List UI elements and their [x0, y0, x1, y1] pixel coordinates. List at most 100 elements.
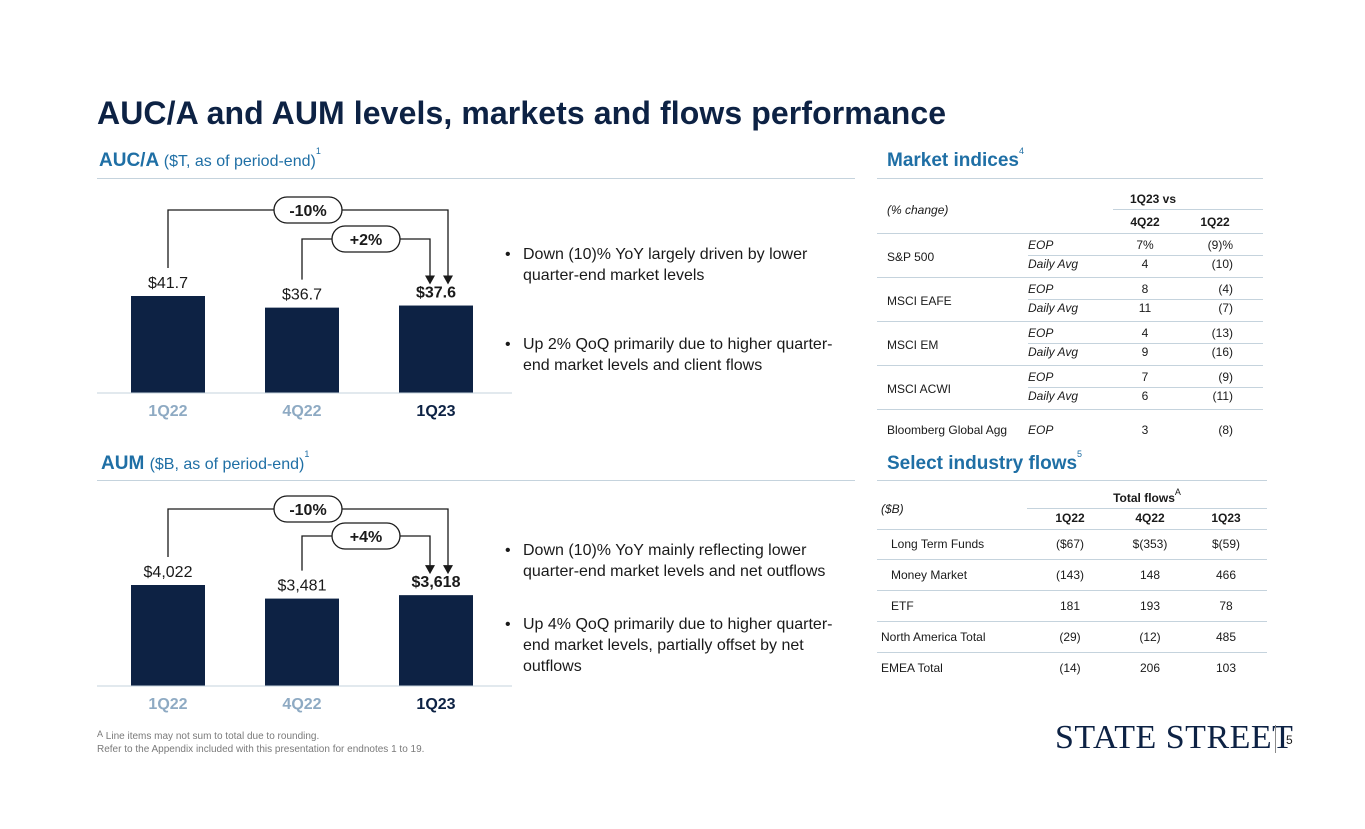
if-val-0-0: ($67) — [1055, 537, 1084, 551]
aum-bar-chart: $4,022 1Q22 $3,481 4Q22 $3,618 1Q23 -10% +4% — [97, 495, 512, 713]
auca-bullet-2: • Up 2% QoQ primarily due to higher quart… — [505, 336, 833, 374]
if-val-2-0: 181 — [1059, 599, 1081, 613]
footnote-1-text: Line items may not sum to total due to r… — [105, 731, 320, 742]
mi-col-4q22: 4Q22 — [1130, 215, 1160, 229]
mi-v1-3-0: 7 — [1141, 370, 1149, 384]
auca-note: 1 — [315, 146, 321, 156]
if-row-rule-0 — [877, 559, 1267, 560]
industry-flows-heading: Select industry flows5 — [887, 449, 1082, 475]
mi-measure-0-1: Daily Avg — [1028, 257, 1079, 271]
qoq-arrowhead — [425, 275, 435, 285]
market-indices-heading-label: Market indices — [887, 150, 1019, 171]
if-val-2-1: 193 — [1139, 599, 1161, 613]
bar-1Q22 — [131, 585, 205, 686]
footnote-1-mark: A — [97, 729, 104, 739]
data-label-4Q22: $36.7 — [282, 287, 322, 304]
mi-v2-3-1: (11) — [1212, 389, 1233, 403]
mi-v2-1-0: (4) — [1218, 282, 1233, 296]
mi-col-group-rule — [1113, 209, 1263, 210]
mi-v1-1-1: 11 — [1138, 301, 1152, 315]
auca-rule — [97, 178, 855, 179]
mi-v1-3-1: 6 — [1141, 389, 1149, 403]
if-label-4: EMEA Total — [881, 661, 943, 675]
state-street-logo: STATE STREET — [1055, 719, 1294, 756]
if-val-4-1: 206 — [1139, 661, 1161, 675]
if-col-group-note: A — [1174, 487, 1181, 497]
x-tick-1Q22: 1Q22 — [148, 403, 187, 420]
qoq-pill — [331, 522, 401, 550]
if-label-3: North America Total — [881, 630, 986, 644]
mi-row-rule-3 — [877, 409, 1263, 410]
bar-4Q22 — [265, 598, 339, 686]
yoy-label: -10% — [289, 502, 326, 519]
bar-1Q22 — [131, 296, 205, 393]
aum-bullet-2: • Up 4% QoQ primarily due to higher quart… — [505, 616, 833, 675]
if-row-header: ($B) — [881, 502, 904, 516]
industry-flows-table: Total flowsA ($B) 1Q22 4Q22 1Q23 Long Term Fu… — [877, 485, 1267, 685]
if-row-rule-1 — [877, 590, 1267, 591]
qoq-arrowhead — [425, 565, 435, 575]
market-indices-rule — [877, 178, 1263, 179]
auca-bullet-2-text: Up 2% QoQ primarily due to higher quarte… — [523, 336, 833, 374]
bar-1Q23 — [399, 305, 473, 393]
yoy-pill — [273, 196, 343, 224]
mi-v1-2-0: 4 — [1141, 326, 1149, 340]
yoy-arrowhead — [443, 275, 453, 285]
mi-inner-rule-3 — [1028, 387, 1263, 388]
if-label-2: ETF — [891, 599, 914, 613]
if-label-1: Money Market — [891, 568, 968, 582]
mi-measure-2-1: Daily Avg — [1028, 345, 1079, 359]
mi-inner-rule-2 — [1028, 343, 1263, 344]
data-label-1Q22: $41.7 — [148, 275, 188, 292]
auca-bullet-1: • Down (10)% YoY largely driven by lower … — [505, 246, 808, 284]
aum-bullet-2-text: Up 4% QoQ primarily due to higher quarte… — [523, 616, 833, 675]
mi-v2-4-0: (8) — [1218, 423, 1233, 437]
qoq-label: +4% — [350, 529, 382, 546]
mi-index-4: Bloomberg Global Agg — [887, 423, 1008, 437]
mi-measure-2-0: EOP — [1028, 326, 1054, 340]
if-col-group-rule — [1027, 508, 1267, 509]
aum-heading: AUM ($B, as of period-end)1 — [101, 449, 309, 475]
if-col-4Q22: 4Q22 — [1135, 511, 1165, 525]
yoy-label: -10% — [289, 203, 326, 220]
page-number: 5 — [1286, 733, 1293, 747]
mi-v1-0-0: 7% — [1136, 238, 1154, 252]
if-val-0-1: $(353) — [1132, 537, 1168, 551]
if-val-3-2: 485 — [1215, 630, 1237, 644]
auca-heading-label: AUC/A — [99, 150, 159, 171]
mi-v2-3-0: (9) — [1218, 370, 1233, 384]
if-row-rule-3 — [877, 652, 1267, 653]
x-tick-1Q23: 1Q23 — [416, 696, 455, 713]
if-val-1-1: 148 — [1139, 568, 1161, 582]
mi-v2-0-0: (9)% — [1207, 238, 1233, 252]
market-indices-table: 1Q23 vs (% change) 4Q22 1Q22 S&P 500 EOP 7% (9)… — [877, 185, 1263, 445]
if-val-2-2: 78 — [1219, 599, 1233, 613]
mi-v1-1-0: 8 — [1141, 282, 1149, 296]
x-tick-4Q22: 4Q22 — [282, 696, 321, 713]
aum-heading-label: AUM — [101, 453, 145, 474]
x-tick-4Q22: 4Q22 — [282, 403, 321, 420]
mi-v1-0-1: 4 — [1141, 257, 1149, 271]
bar-1Q23 — [399, 595, 473, 686]
if-val-1-2: 466 — [1215, 568, 1237, 582]
mi-col-1q22: 1Q22 — [1200, 215, 1230, 229]
if-header-rule — [877, 529, 1267, 530]
footnote-2: Refer to the Appendix included with this… — [97, 744, 425, 755]
if-col-1Q22: 1Q22 — [1055, 511, 1085, 525]
data-label-1Q23: $3,618 — [412, 574, 461, 591]
mi-index-3: MSCI ACWI — [887, 382, 952, 396]
mi-inner-rule-1 — [1028, 299, 1263, 300]
if-col-group: Total flowsA — [1113, 487, 1181, 505]
mi-row-rule-1 — [877, 321, 1263, 322]
mi-measure-0-0: EOP — [1028, 238, 1054, 252]
data-label-1Q23: $37.6 — [416, 285, 456, 302]
mi-v2-0-1: (10) — [1211, 257, 1233, 271]
mi-measure-3-1: Daily Avg — [1028, 389, 1079, 403]
aum-bullet-1-text: Down (10)% YoY mainly reflecting lower q… — [523, 542, 826, 580]
x-tick-1Q22: 1Q22 — [148, 696, 187, 713]
mi-measure-1-0: EOP — [1028, 282, 1054, 296]
aum-bullet-1: • Down (10)% YoY mainly reflecting lower … — [505, 542, 826, 580]
mi-v1-4-0: 3 — [1141, 423, 1149, 437]
auca-subheading: ($T, as of period-end) — [163, 153, 316, 170]
mi-row-rule-2 — [877, 365, 1263, 366]
